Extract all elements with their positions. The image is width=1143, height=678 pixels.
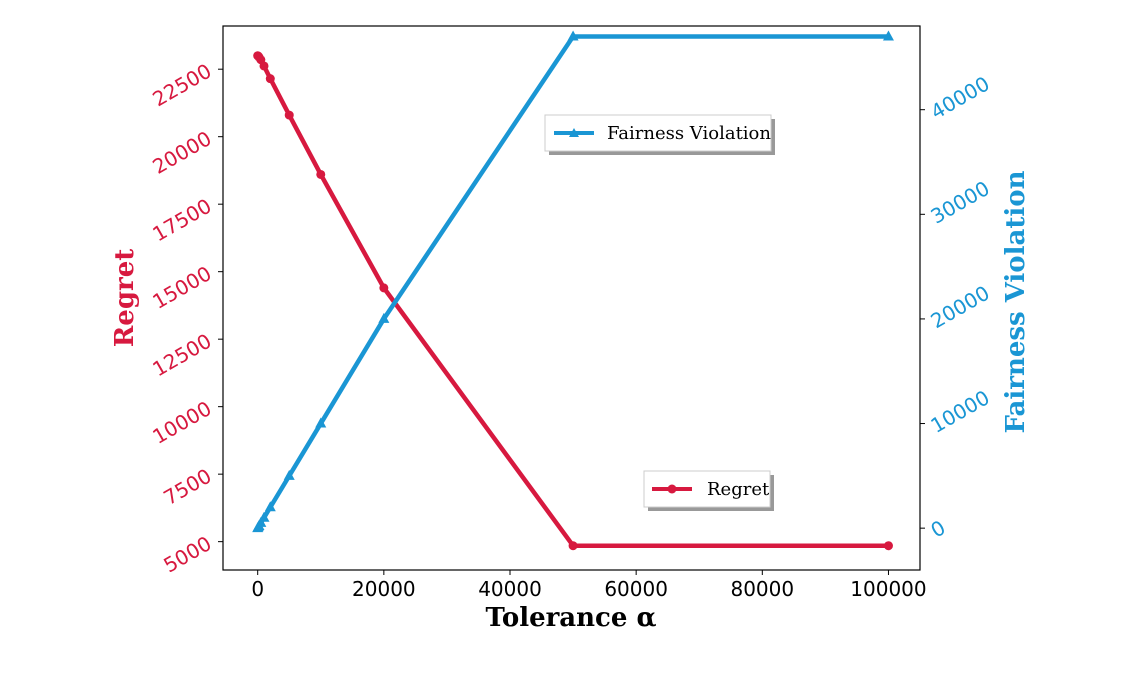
legend-regret: Regret	[643, 470, 774, 511]
data-point-regret	[568, 541, 578, 551]
left-y-tick-label: 15000	[148, 261, 215, 314]
left-y-tick-label: 12500	[148, 329, 215, 382]
plot-frame	[222, 25, 921, 571]
data-point-regret	[379, 283, 389, 293]
series-line-fairness-violation	[255, 34, 889, 530]
data-point-regret	[316, 169, 326, 179]
data-point-fairness-violation	[378, 312, 390, 323]
left-y-tick-label: 7500	[159, 464, 215, 510]
legend-marker-circle	[667, 484, 677, 494]
legend-label-fairness: Fairness Violation	[607, 123, 771, 144]
data-point-fairness-violation	[255, 516, 267, 527]
data-point-regret	[259, 61, 269, 71]
data-point-fairness-violation	[567, 30, 579, 41]
left-y-tick-label: 22500	[148, 59, 215, 112]
data-point-fairness-violation	[264, 501, 276, 512]
data-point-regret	[284, 110, 294, 120]
data-point-fairness-violation	[283, 469, 295, 480]
data-point-fairness-violation	[315, 417, 327, 428]
data-point-regret	[883, 541, 893, 551]
right-y-tick-label: 10000	[927, 385, 994, 438]
left-y-tick-label: 20000	[148, 126, 215, 179]
x-axis-label: Tolerance α	[485, 603, 656, 633]
legend-label-regret: Regret	[707, 479, 770, 500]
data-point-fairness-violation	[882, 30, 894, 41]
left-y-tick-label: 5000	[159, 531, 215, 577]
data-point-fairness-violation	[258, 511, 270, 522]
x-tick-label: 0	[251, 577, 264, 601]
right-y-tick-label: 0	[927, 515, 950, 542]
series-layer	[252, 30, 894, 551]
x-tick-label: 20000	[352, 577, 416, 601]
data-point-regret	[265, 74, 275, 84]
x-tick-label: 80000	[730, 577, 794, 601]
x-tick-label: 40000	[478, 577, 542, 601]
left-y-tick-label: 10000	[148, 396, 215, 449]
right-y-axis-label: Fairness Violation	[1001, 170, 1031, 433]
x-tick-label: 100000	[850, 577, 926, 601]
right-y-tick-label: 30000	[927, 176, 994, 229]
left-y-tick-label: 17500	[148, 194, 215, 247]
left-y-axis-label: Regret	[110, 249, 140, 348]
right-y-tick-label: 20000	[927, 281, 994, 334]
right-y-tick-label: 40000	[927, 71, 994, 124]
x-tick-label: 60000	[604, 577, 668, 601]
legend-fairness-violation: Fairness Violation	[544, 114, 775, 155]
legend-marker-triangle	[569, 128, 579, 137]
